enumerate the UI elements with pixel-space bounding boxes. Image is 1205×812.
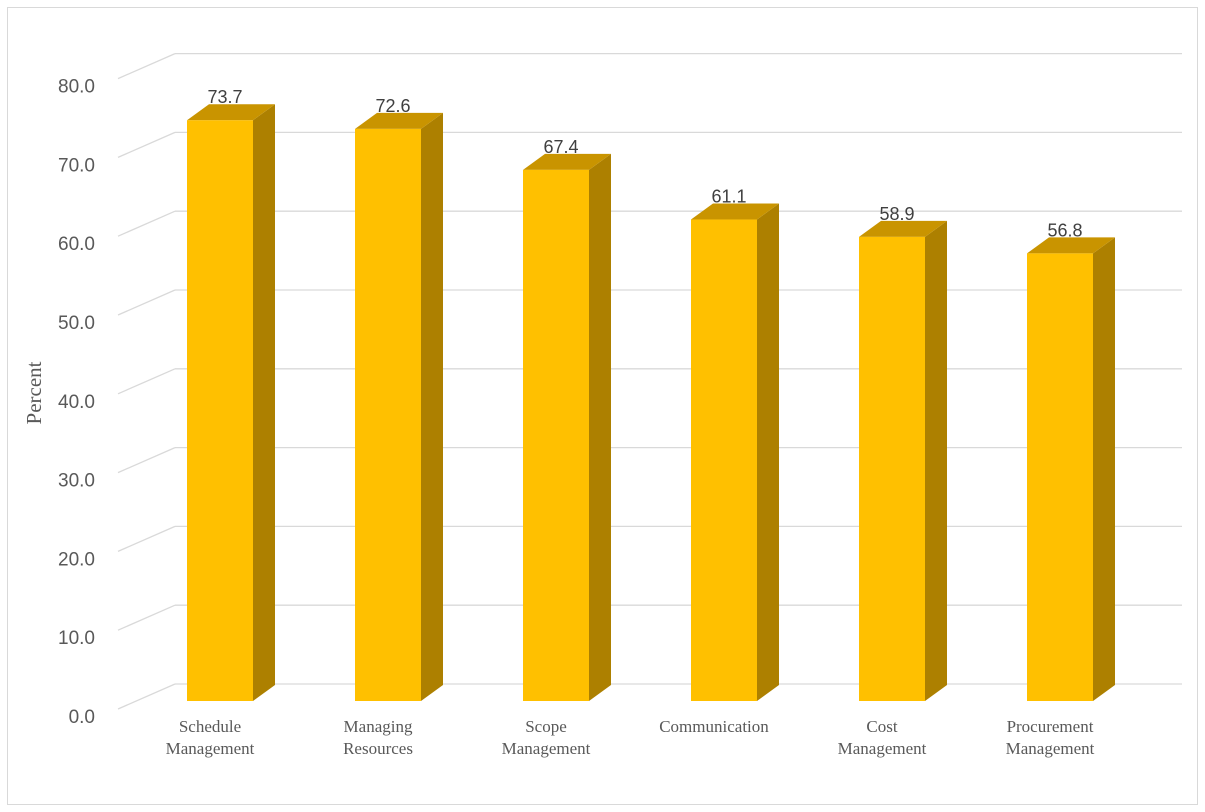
bar-top bbox=[1027, 237, 1115, 254]
bar-front bbox=[1027, 253, 1093, 701]
bar-top bbox=[523, 153, 611, 170]
x-tick-label: Schedule Management bbox=[166, 717, 255, 758]
y-tick-label: 80.0 bbox=[58, 77, 95, 98]
y-tick-label: 70.0 bbox=[58, 155, 95, 176]
bar-front bbox=[859, 236, 925, 702]
x-tick-label: Procurement Management bbox=[1006, 717, 1095, 758]
bar bbox=[1027, 237, 1115, 701]
bar-top bbox=[859, 220, 947, 237]
gridline-depth bbox=[117, 525, 176, 552]
data-label: 56.8 bbox=[1047, 220, 1082, 240]
data-label: 61.1 bbox=[711, 187, 746, 207]
bar-side bbox=[925, 220, 947, 702]
y-tick-label: 50.0 bbox=[58, 313, 95, 334]
bar-top bbox=[691, 203, 779, 220]
bars-layer bbox=[187, 104, 1115, 702]
gridline-depth bbox=[117, 53, 176, 80]
gridline-depth bbox=[117, 210, 176, 237]
bar bbox=[187, 104, 275, 701]
bar-front bbox=[691, 219, 757, 702]
x-tick-label: Scope Management bbox=[502, 717, 591, 758]
grid-layer bbox=[117, 52, 1182, 710]
data-label: 72.6 bbox=[375, 96, 410, 116]
data-label: 58.9 bbox=[879, 204, 914, 224]
bar-top bbox=[187, 104, 275, 121]
bar-top bbox=[355, 112, 443, 129]
y-tick-label: 0.0 bbox=[69, 707, 95, 728]
bar bbox=[691, 203, 779, 702]
y-tick-label: 60.0 bbox=[58, 234, 95, 255]
bar bbox=[523, 153, 611, 701]
bar-side bbox=[589, 153, 611, 701]
x-tick-label: Communication bbox=[659, 717, 769, 736]
bar-front bbox=[355, 128, 421, 702]
labels-layer: 0.0 10.0 20.0 30.0 40.0 50.0 60.0 70.0 80.0 73.7 S… bbox=[58, 77, 1095, 758]
y-tick-label: 30.0 bbox=[58, 471, 95, 492]
bar-chart: 0.0 10.0 20.0 30.0 40.0 50.0 60.0 70.0 80.0 73.7 S… bbox=[22, 52, 1182, 758]
x-tick-label: Cost Management bbox=[838, 717, 927, 758]
bar-front bbox=[523, 169, 589, 701]
y-tick-label: 20.0 bbox=[58, 549, 95, 570]
bar-side bbox=[1093, 237, 1115, 701]
bar-front bbox=[187, 120, 253, 701]
x-tick-label: Managing Resources bbox=[343, 717, 413, 758]
bar bbox=[355, 112, 443, 702]
data-label: 67.4 bbox=[543, 137, 578, 157]
data-label: 73.7 bbox=[207, 87, 242, 107]
gridline-depth bbox=[117, 447, 176, 474]
gridline-depth bbox=[117, 131, 176, 158]
bar bbox=[859, 220, 947, 702]
gridline-depth bbox=[117, 289, 176, 316]
bar-side bbox=[253, 104, 275, 701]
y-axis-label: Percent bbox=[22, 361, 46, 424]
y-tick-label: 10.0 bbox=[58, 628, 95, 649]
chart-container: 0.0 10.0 20.0 30.0 40.0 50.0 60.0 70.0 80.0 73.7 S… bbox=[7, 7, 1198, 805]
gridline-depth bbox=[117, 604, 176, 631]
bar-side bbox=[421, 112, 443, 702]
gridline-depth bbox=[117, 368, 176, 395]
y-tick-label: 40.0 bbox=[58, 392, 95, 413]
gridline-depth bbox=[117, 683, 176, 710]
bar-side bbox=[757, 203, 779, 702]
